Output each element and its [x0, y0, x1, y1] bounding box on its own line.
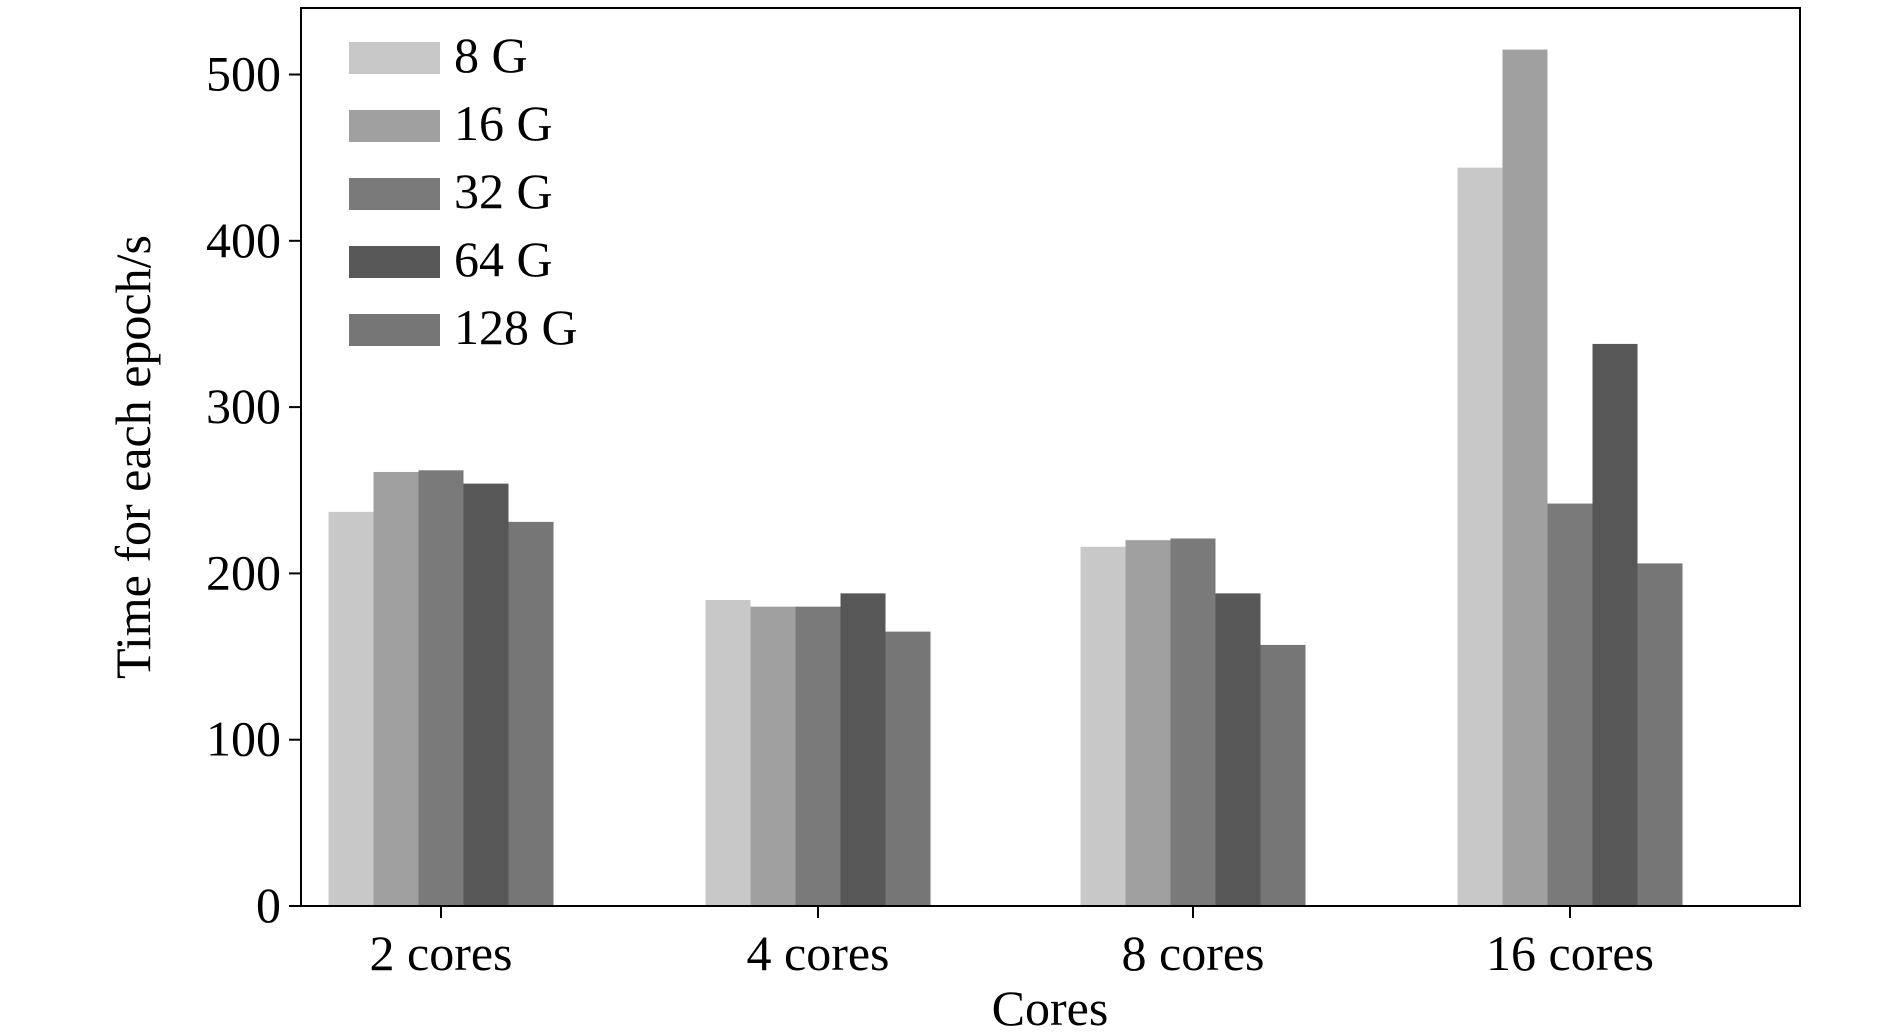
y-axis-title: Time for each epoch/s [105, 235, 161, 679]
legend-swatch-8g [349, 42, 440, 74]
x-tick-label: 4 cores [747, 925, 890, 981]
x-tick-label: 2 cores [370, 925, 513, 981]
bar-16g-8-cores [1125, 540, 1171, 906]
bar-64g-8-cores [1215, 593, 1261, 906]
bar-16g-4-cores [750, 606, 796, 906]
legend-label-64g: 64 G [454, 231, 553, 287]
y-tick-label: 0 [256, 877, 281, 933]
bar-32g-4-cores [795, 606, 841, 906]
legend-swatch-16g [349, 110, 440, 142]
bar-128g-8-cores [1260, 644, 1306, 906]
legend-swatch-32g [349, 178, 440, 210]
legend-label-128g: 128 G [454, 299, 578, 355]
bar-64g-4-cores [840, 593, 886, 906]
x-axis: 2 cores 4 cores 8 cores 16 cores [370, 906, 1654, 981]
bar-128g-4-cores [885, 631, 931, 906]
y-tick-label: 400 [206, 212, 281, 268]
bar-16g-16-cores [1502, 49, 1548, 906]
legend-label-16g: 16 G [454, 95, 553, 151]
plot-frame [300, 7, 1801, 907]
legend-label-8g: 8 G [454, 27, 528, 83]
y-axis: 0 100 200 300 400 500 [206, 46, 301, 933]
bar-8g-16-cores [1457, 167, 1503, 907]
y-tick-label: 200 [206, 544, 281, 600]
x-tick-label: 8 cores [1122, 925, 1265, 981]
bar-8g-2-cores [328, 511, 374, 906]
x-tick-label: 16 cores [1486, 925, 1654, 981]
bar-32g-2-cores [418, 470, 464, 906]
bar-64g-16-cores [1592, 343, 1638, 906]
bar-64g-2-cores [463, 483, 509, 906]
y-tick-label: 100 [206, 711, 281, 767]
bar-16g-2-cores [373, 471, 419, 906]
bar-8g-4-cores [705, 600, 751, 906]
legend: 8 G 16 G 32 G 64 G 128 G [349, 27, 578, 355]
y-tick-label: 300 [206, 378, 281, 434]
legend-label-32g: 32 G [454, 163, 553, 219]
bar-32g-16-cores [1547, 503, 1593, 906]
x-axis-title: Cores [992, 980, 1109, 1035]
y-tick-label: 500 [206, 46, 281, 102]
legend-swatch-128g [349, 314, 440, 346]
bar-32g-8-cores [1170, 538, 1216, 906]
bars-layer [328, 49, 1683, 907]
legend-swatch-64g [349, 246, 440, 278]
bar-128g-2-cores [508, 521, 554, 906]
bar-128g-16-cores [1637, 563, 1683, 906]
bar-8g-8-cores [1080, 546, 1126, 906]
